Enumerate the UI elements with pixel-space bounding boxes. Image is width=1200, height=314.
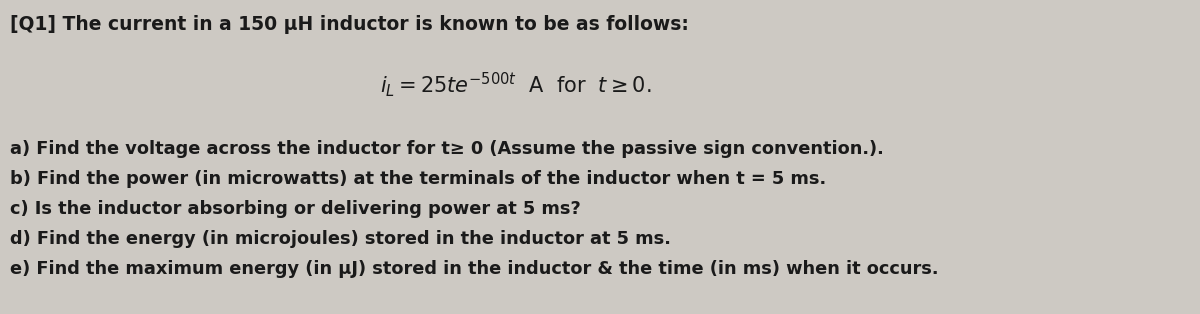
- Text: d) Find the energy (in microjoules) stored in the inductor at 5 ms.: d) Find the energy (in microjoules) stor…: [10, 230, 671, 248]
- Text: $i_L = 25te^{-500t}$  A  for  $t \geq 0.$: $i_L = 25te^{-500t}$ A for $t \geq 0.$: [380, 70, 652, 99]
- Text: e) Find the maximum energy (in μJ) stored in the inductor & the time (in ms) whe: e) Find the maximum energy (in μJ) store…: [10, 260, 938, 278]
- Text: c) Is the inductor absorbing or delivering power at 5 ms?: c) Is the inductor absorbing or deliveri…: [10, 200, 581, 218]
- Text: b) Find the power (in microwatts) at the terminals of the inductor when t = 5 ms: b) Find the power (in microwatts) at the…: [10, 170, 826, 188]
- Text: [Q1] The current in a 150 μH inductor is known to be as follows:: [Q1] The current in a 150 μH inductor is…: [10, 15, 689, 34]
- Text: a) Find the voltage across the inductor for t≥ 0 (Assume the passive sign conven: a) Find the voltage across the inductor …: [10, 140, 883, 158]
